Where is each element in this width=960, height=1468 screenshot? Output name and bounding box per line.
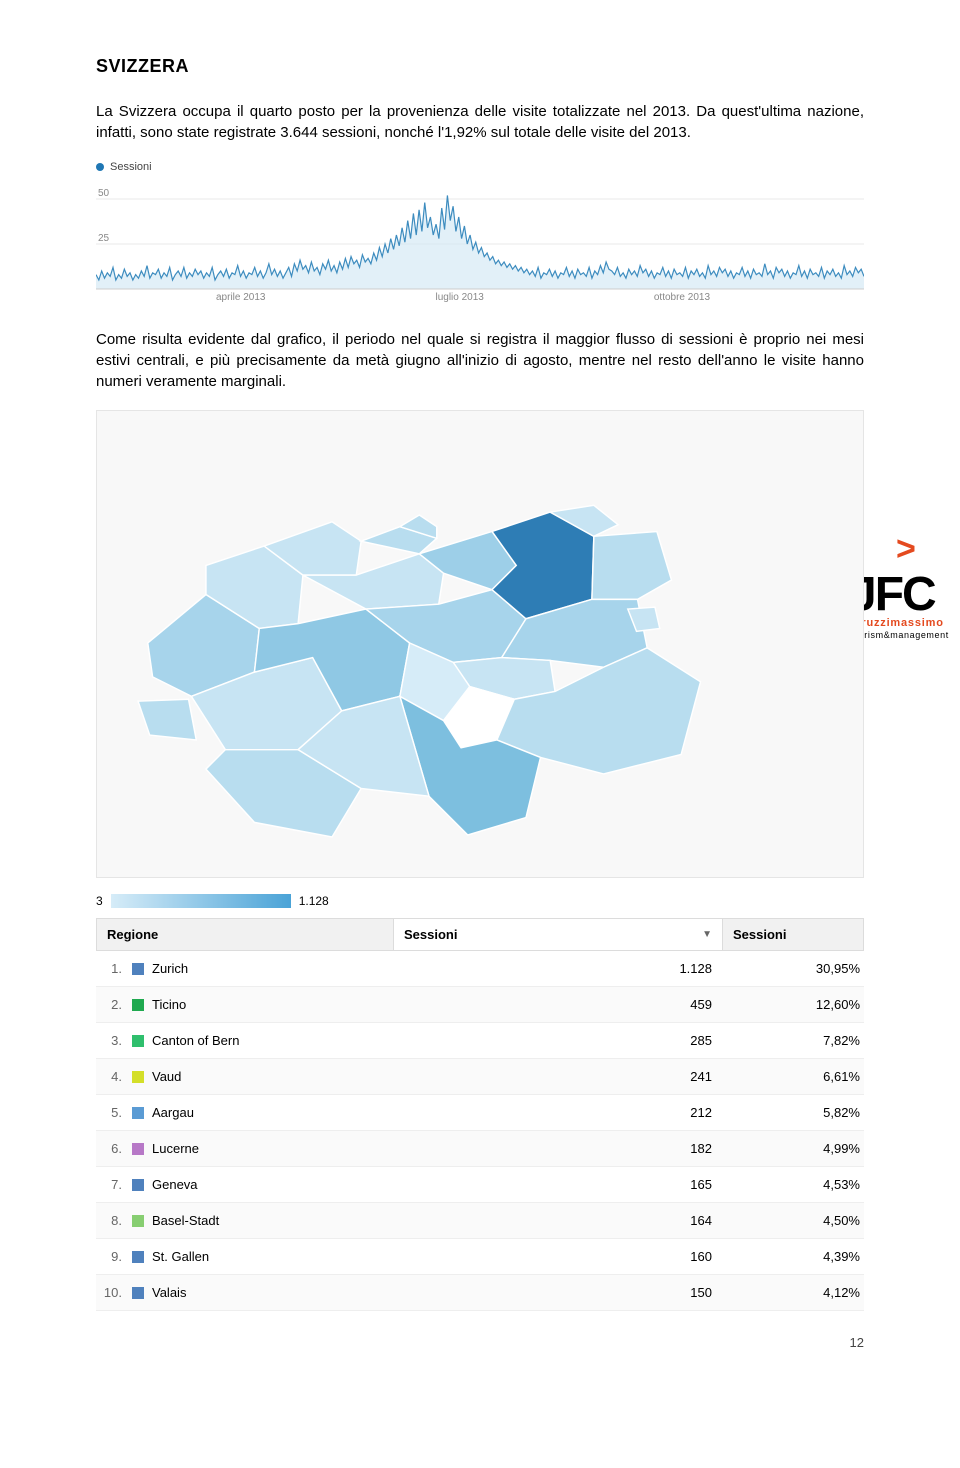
table-row[interactable]: 8. Basel-Stadt1644,50% — [96, 1203, 864, 1239]
region-name: Ticino — [152, 997, 394, 1012]
chart-legend: Sessioni — [96, 161, 152, 173]
table-row[interactable]: 1. Zurich1.12830,95% — [96, 951, 864, 987]
region-name: Lucerne — [152, 1141, 394, 1156]
table-row[interactable]: 5. Aargau2125,82% — [96, 1095, 864, 1131]
rank: 5. — [96, 1105, 128, 1120]
map-svg — [109, 423, 749, 863]
session-count: 182 — [394, 1141, 724, 1156]
region-name: Geneva — [152, 1177, 394, 1192]
scale-max: 1.128 — [299, 894, 329, 908]
rank: 8. — [96, 1213, 128, 1228]
session-count: 164 — [394, 1213, 724, 1228]
table-header: Regione Sessioni ▼ Sessioni — [96, 918, 864, 951]
region-name: Aargau — [152, 1105, 394, 1120]
table-row[interactable]: 2. Ticino45912,60% — [96, 987, 864, 1023]
legend-dot-icon — [96, 163, 104, 171]
color-swatch — [132, 1179, 144, 1191]
scale-bar — [111, 894, 291, 908]
color-swatch — [132, 1287, 144, 1299]
intro-paragraph: La Svizzera occupa il quarto posto per l… — [96, 101, 864, 143]
svg-text:50: 50 — [98, 188, 110, 199]
th-sessioni-label: Sessioni — [404, 927, 457, 942]
rank: 7. — [96, 1177, 128, 1192]
region-name: Zurich — [152, 961, 394, 976]
table-row[interactable]: 4. Vaud2416,61% — [96, 1059, 864, 1095]
color-swatch — [132, 963, 144, 975]
svg-text:>: > — [896, 538, 916, 568]
table-row[interactable]: 10. Valais1504,12% — [96, 1275, 864, 1311]
x-label: luglio 2013 — [435, 292, 483, 303]
session-count: 165 — [394, 1177, 724, 1192]
table-row[interactable]: 7. Geneva1654,53% — [96, 1167, 864, 1203]
session-count: 459 — [394, 997, 724, 1012]
table-row[interactable]: 3. Canton of Bern2857,82% — [96, 1023, 864, 1059]
session-count: 285 — [394, 1033, 724, 1048]
page-number: 12 — [96, 1335, 864, 1350]
session-pct: 7,82% — [724, 1033, 864, 1048]
region-name: Valais — [152, 1285, 394, 1300]
region-name: St. Gallen — [152, 1249, 394, 1264]
map-scale: 3 1.128 — [96, 890, 864, 912]
session-pct: 4,99% — [724, 1141, 864, 1156]
canton-geneva[interactable] — [138, 699, 196, 740]
session-pct: 5,82% — [724, 1105, 864, 1120]
color-swatch — [132, 1143, 144, 1155]
svg-text:tourism&management: tourism&management — [850, 630, 949, 640]
rank: 4. — [96, 1069, 128, 1084]
table-body: 1. Zurich1.12830,95% 2. Ticino45912,60% 3. Ca… — [96, 951, 864, 1311]
svg-text:25: 25 — [98, 233, 110, 244]
session-count: 241 — [394, 1069, 724, 1084]
color-swatch — [132, 1035, 144, 1047]
session-pct: 6,61% — [724, 1069, 864, 1084]
switzerland-map — [96, 410, 864, 878]
canton-thurgau[interactable] — [592, 531, 672, 599]
table-row[interactable]: 6. Lucerne1824,99% — [96, 1131, 864, 1167]
sessions-time-chart: Sessioni 50 25 aprile 2013 luglio 2013 ot… — [96, 161, 864, 311]
chart-x-axis: aprile 2013 luglio 2013 ottobre 2013 — [96, 292, 864, 303]
page-title: SVIZZERA — [96, 56, 864, 77]
session-count: 160 — [394, 1249, 724, 1264]
session-count: 212 — [394, 1105, 724, 1120]
color-swatch — [132, 999, 144, 1011]
scale-min: 3 — [96, 894, 103, 908]
rank: 6. — [96, 1141, 128, 1156]
rank: 10. — [96, 1285, 128, 1300]
x-label: ottobre 2013 — [654, 292, 710, 303]
region-name: Canton of Bern — [152, 1033, 394, 1048]
session-pct: 30,95% — [724, 961, 864, 976]
table-row[interactable]: 9. St. Gallen1604,39% — [96, 1239, 864, 1275]
color-swatch — [132, 1107, 144, 1119]
session-pct: 4,39% — [724, 1249, 864, 1264]
rank: 1. — [96, 961, 128, 976]
session-count: 150 — [394, 1285, 724, 1300]
session-pct: 4,53% — [724, 1177, 864, 1192]
session-pct: 12,60% — [724, 997, 864, 1012]
th-pct: Sessioni — [723, 919, 863, 950]
region-name: Vaud — [152, 1069, 394, 1084]
rank: 2. — [96, 997, 128, 1012]
session-count: 1.128 — [394, 961, 724, 976]
svg-text:feruzzimassimo: feruzzimassimo — [850, 617, 944, 629]
session-pct: 4,12% — [724, 1285, 864, 1300]
sort-caret-icon: ▼ — [702, 929, 712, 940]
legend-label: Sessioni — [110, 161, 152, 173]
th-region: Regione — [97, 919, 393, 950]
x-label: aprile 2013 — [216, 292, 265, 303]
region-name: Basel-Stadt — [152, 1213, 394, 1228]
session-pct: 4,50% — [724, 1213, 864, 1228]
rank: 3. — [96, 1033, 128, 1048]
color-swatch — [132, 1215, 144, 1227]
th-sessioni[interactable]: Sessioni ▼ — [393, 919, 723, 950]
color-swatch — [132, 1251, 144, 1263]
analysis-paragraph: Come risulta evidente dal grafico, il pe… — [96, 329, 864, 392]
jfc-logo: > JFC feruzzimassimo tourism&management — [848, 538, 960, 648]
rank: 9. — [96, 1249, 128, 1264]
color-swatch — [132, 1071, 144, 1083]
chart-svg: 50 25 — [96, 161, 864, 311]
